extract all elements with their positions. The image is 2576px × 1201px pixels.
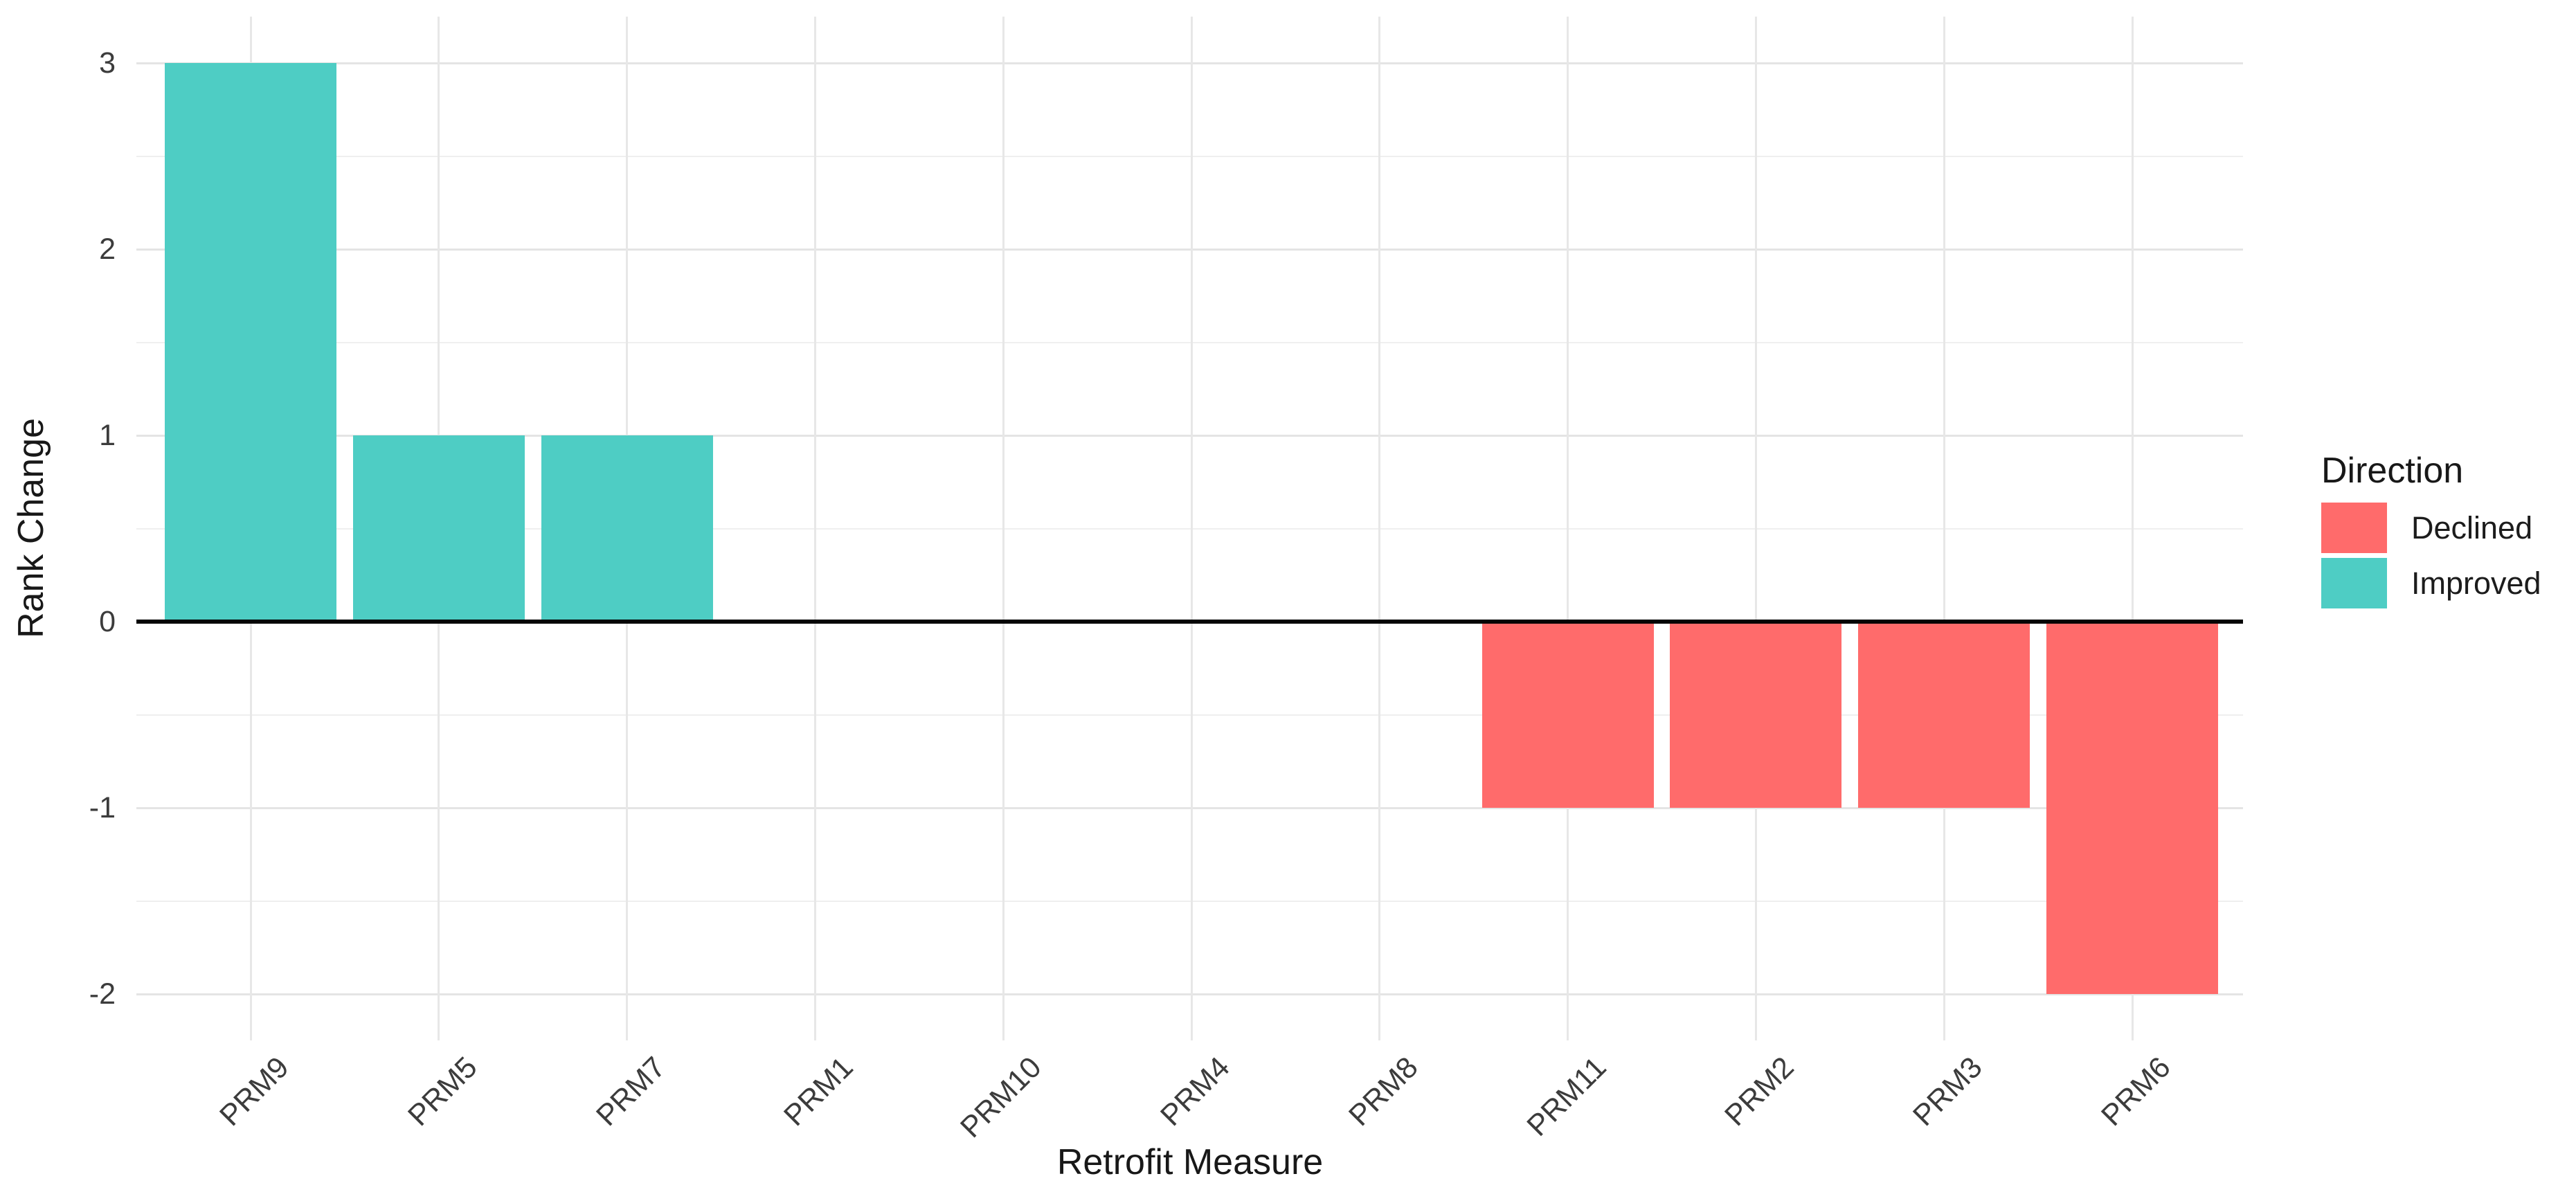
x-axis-title: Retrofit Measure — [1056, 1142, 1324, 1182]
h-gridline-minor — [136, 341, 2243, 343]
y-tick-label: 1 — [99, 419, 116, 452]
x-tick-label: PRM1 — [777, 1050, 861, 1133]
bar-prm11 — [1481, 622, 1654, 808]
x-tick-label: PRM4 — [1154, 1050, 1236, 1133]
legend-label: Improved — [2411, 565, 2541, 601]
legend-swatch-declined — [2321, 503, 2387, 553]
h-gridline-major — [136, 434, 2243, 437]
y-tick-label: 0 — [99, 605, 116, 638]
y-tick-label: 3 — [99, 46, 116, 80]
bar-prm6 — [2046, 622, 2218, 994]
h-gridline-minor — [136, 714, 2243, 716]
y-tick-label: -2 — [89, 977, 116, 1011]
legend-entry-improved: Improved — [2321, 558, 2541, 608]
legend-swatch-improved — [2321, 558, 2387, 608]
y-tick-label: -1 — [89, 791, 116, 824]
h-gridline-major — [136, 806, 2243, 809]
x-tick-label: PRM9 — [213, 1050, 296, 1133]
x-tick-label: PRM6 — [2095, 1050, 2177, 1133]
h-gridline-minor — [136, 155, 2243, 157]
v-gridline — [1190, 17, 1193, 1040]
x-tick-label: PRM3 — [1907, 1050, 1989, 1133]
x-tick-label: PRM11 — [1520, 1050, 1613, 1143]
h-gridline-minor — [136, 527, 2243, 530]
legend-entry-declined: Declined — [2321, 503, 2541, 553]
h-gridline-major — [136, 62, 2243, 64]
x-tick-label: PRM2 — [1718, 1050, 1801, 1133]
x-tick-label: PRM10 — [954, 1050, 1048, 1145]
x-tick-label: PRM8 — [1342, 1050, 1425, 1133]
legend-label: Declined — [2411, 509, 2533, 545]
y-tick-label: 2 — [99, 233, 116, 266]
v-gridline — [1002, 17, 1005, 1040]
v-gridline — [1943, 17, 1945, 1040]
v-gridline — [1567, 17, 1569, 1040]
v-gridline — [813, 17, 816, 1040]
bar-prm5 — [352, 435, 525, 622]
x-tick-label: PRM7 — [589, 1050, 672, 1133]
x-tick-label: PRM5 — [402, 1050, 484, 1133]
h-gridline-major — [136, 993, 2243, 995]
v-gridline — [1378, 17, 1381, 1040]
zero-axis-line — [136, 620, 2243, 624]
bar-prm7 — [541, 435, 713, 622]
y-axis-title: Rank Change — [11, 418, 51, 638]
v-gridline — [2131, 17, 2134, 1040]
bar-prm9 — [165, 63, 336, 622]
bar-prm2 — [1670, 622, 1842, 808]
bar-prm3 — [1858, 622, 2030, 808]
v-gridline — [1754, 17, 1757, 1040]
legend-title: Direction — [2321, 451, 2464, 491]
legend-entries: Declined Improved — [2321, 503, 2541, 608]
h-gridline-major — [136, 248, 2243, 251]
h-gridline-minor — [136, 900, 2243, 902]
legend: Direction Declined Improved — [2321, 450, 2541, 613]
